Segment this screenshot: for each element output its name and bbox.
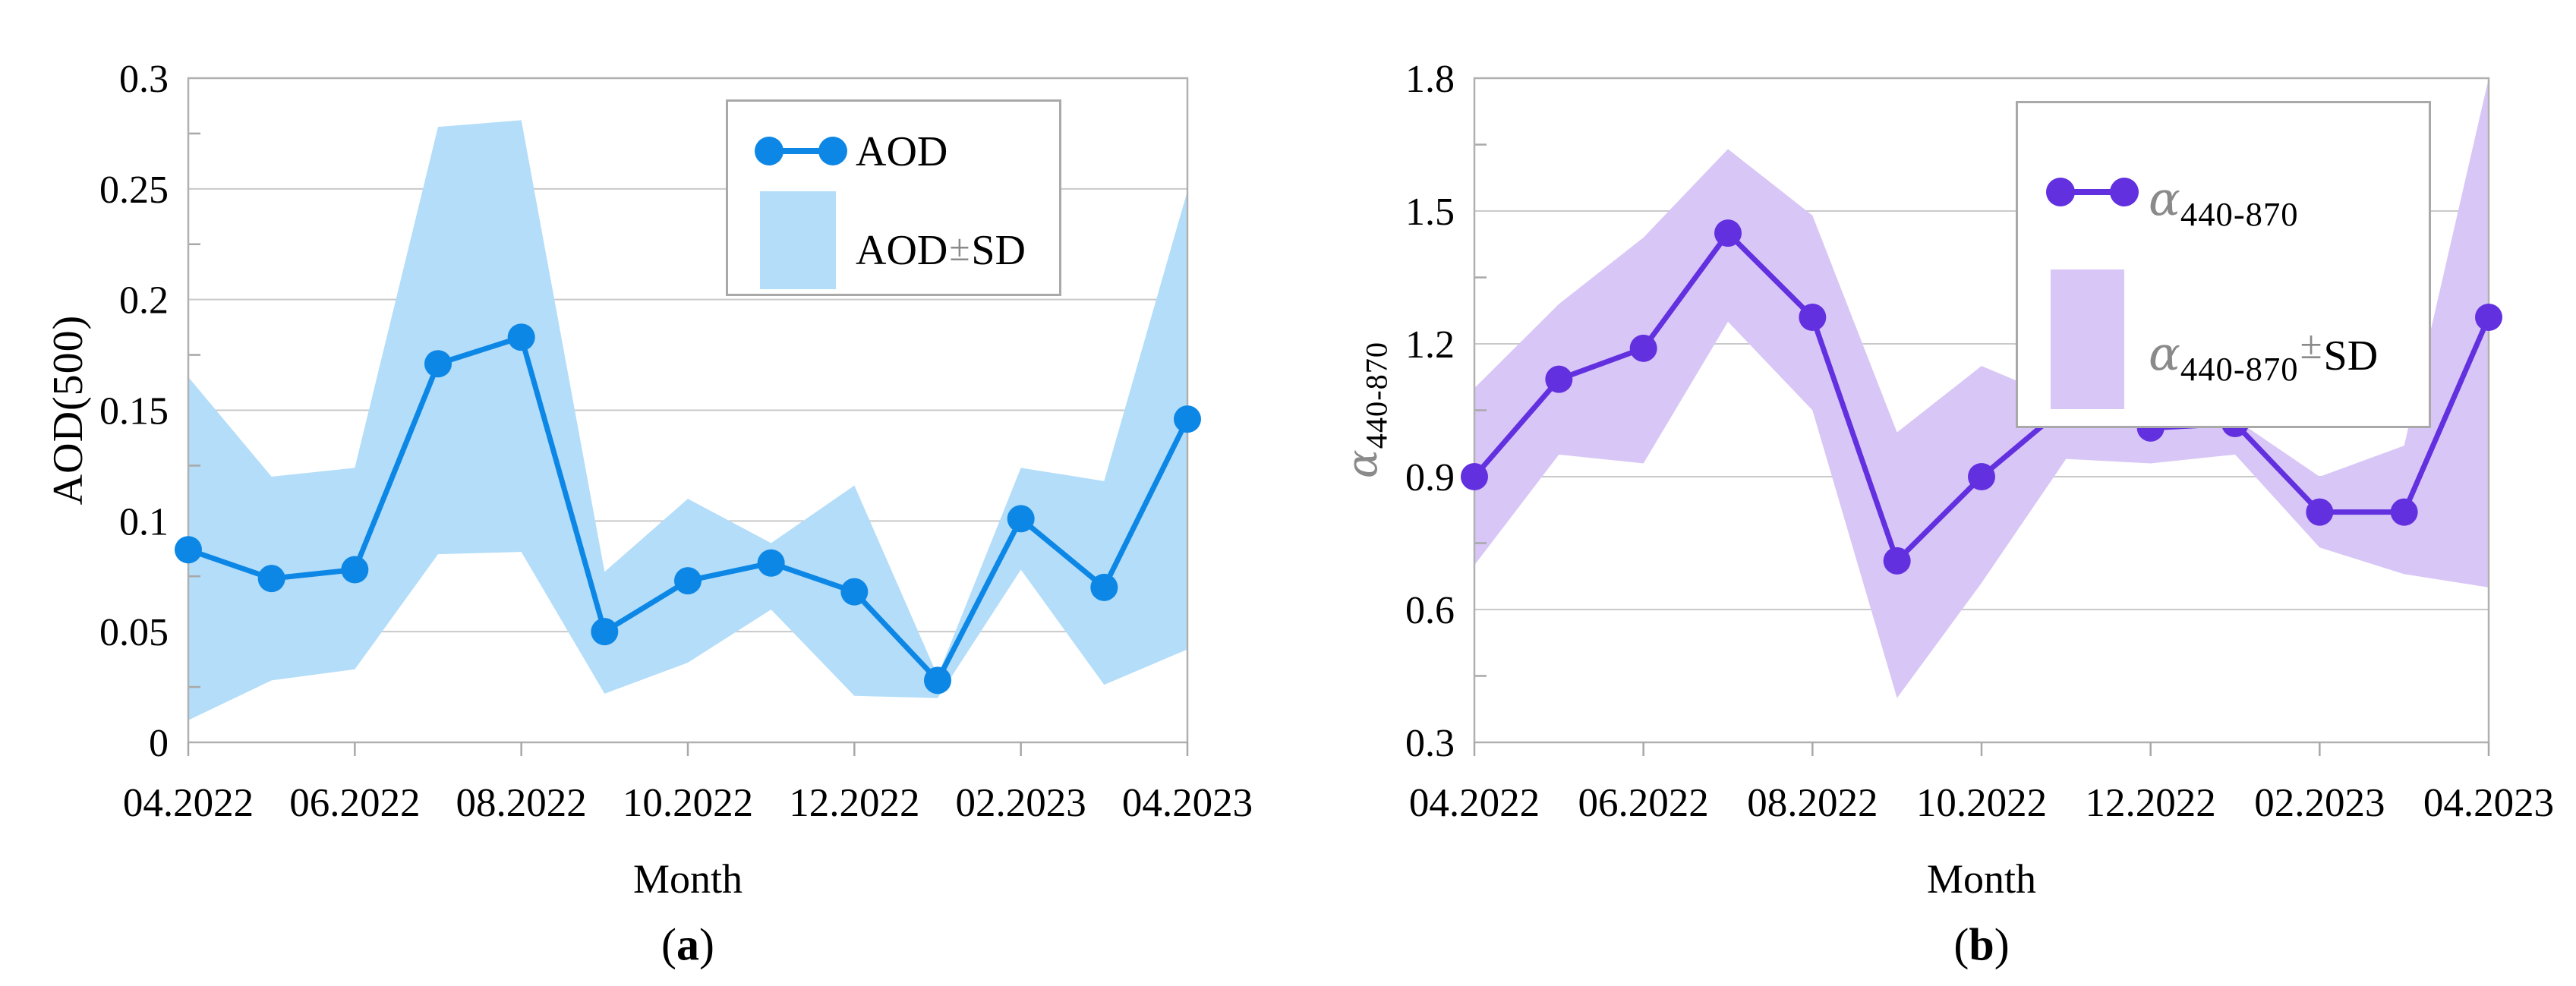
data-point bbox=[2390, 498, 2418, 526]
x-tick-label: 04.2023 bbox=[1122, 781, 1253, 825]
data-point bbox=[1545, 365, 1573, 393]
x-tick-label: 12.2022 bbox=[2086, 781, 2216, 825]
caption-paren: ( bbox=[1953, 919, 1969, 970]
plot-area-b: 04.2022 06.2022 08.2022 10.2022 12.2022 02.20… bbox=[1405, 58, 2554, 825]
legend-entry-aod: AOD bbox=[856, 128, 948, 175]
x-tick-label: 04.2022 bbox=[123, 781, 254, 825]
data-point bbox=[175, 536, 202, 564]
data-point bbox=[341, 556, 369, 584]
data-point bbox=[1090, 573, 1118, 601]
y-axis-label-a: AOD(500) bbox=[45, 314, 92, 506]
data-point bbox=[840, 578, 869, 606]
data-point bbox=[757, 549, 785, 577]
data-point bbox=[674, 567, 702, 595]
x-tick-label: 10.2022 bbox=[1916, 781, 2047, 825]
y-minor-ticks bbox=[1474, 143, 1487, 677]
data-point bbox=[1799, 304, 1827, 331]
y-tick-label: 0 bbox=[149, 722, 169, 765]
legend-band-label: AOD bbox=[856, 227, 948, 274]
y-tick-label: 0.6 bbox=[1405, 589, 1455, 632]
data-point bbox=[924, 666, 951, 695]
plus-minus-sign: ± bbox=[949, 227, 970, 269]
legend-entry-aod-sd: AOD±SD bbox=[856, 226, 1026, 275]
y-minor-ticks bbox=[188, 132, 200, 688]
legend-entry-alpha: α440-870 bbox=[2149, 171, 2299, 233]
x-tick-label: 08.2022 bbox=[456, 781, 587, 825]
data-point bbox=[591, 618, 619, 646]
data-point bbox=[1174, 405, 1201, 433]
alpha-subscript: 440-870 bbox=[2180, 195, 2299, 234]
sd-band bbox=[188, 120, 1187, 720]
x-tick-label: 12.2022 bbox=[789, 781, 919, 825]
legend-entry-alpha-sd: α440-870±SD bbox=[2149, 323, 2379, 388]
line-marker-symbol bbox=[755, 137, 847, 165]
caption-paren: ) bbox=[699, 919, 714, 970]
y-tick-label: 1.5 bbox=[1405, 191, 1455, 234]
x-tick-label: 06.2022 bbox=[289, 781, 420, 825]
y-tick-label: 0.9 bbox=[1405, 456, 1455, 499]
data-point bbox=[1714, 219, 1742, 247]
data-point bbox=[507, 323, 535, 351]
legend-sd-label: SD bbox=[2323, 332, 2379, 380]
data-point bbox=[1007, 505, 1035, 533]
data-point bbox=[2475, 304, 2502, 331]
legend-a: AOD AOD±SD bbox=[726, 99, 1061, 296]
caption-paren: ) bbox=[1994, 919, 2010, 970]
legend-b: α440-870 α440-870±SD bbox=[2016, 101, 2431, 428]
alpha-symbol: α bbox=[1338, 449, 1388, 479]
y-tick-label: 0.15 bbox=[99, 390, 169, 433]
x-axis-label-a: Month bbox=[632, 856, 743, 902]
y-tick-label: 0.1 bbox=[119, 500, 169, 543]
data-point bbox=[1461, 463, 1488, 490]
y-tick-label: 0.3 bbox=[119, 58, 169, 101]
y-axis-tick-labels: 0.3 0.6 0.9 1.2 1.5 1.8 bbox=[1405, 58, 1455, 765]
y-tick-label: 0.3 bbox=[1405, 722, 1455, 765]
data-point bbox=[257, 565, 285, 593]
x-axis-ticks: 04.2022 06.2022 08.2022 10.2022 12.2022 02.20… bbox=[1409, 742, 2554, 825]
x-tick-label: 04.2022 bbox=[1409, 781, 1540, 825]
data-markers bbox=[175, 323, 1201, 695]
x-axis-ticks: 04.2022 06.2022 08.2022 10.2022 12.2022 02.20… bbox=[123, 742, 1253, 825]
caption-letter: a bbox=[676, 919, 699, 970]
alpha-symbol: α bbox=[2149, 326, 2180, 381]
legend-sd-label: SD bbox=[971, 227, 1026, 274]
band-swatch bbox=[2051, 269, 2124, 409]
plus-minus-sign: ± bbox=[2300, 323, 2322, 368]
x-axis-label-b: Month bbox=[1926, 856, 2037, 902]
x-tick-label: 02.2023 bbox=[956, 781, 1086, 825]
x-tick-label: 10.2022 bbox=[623, 781, 753, 825]
data-point bbox=[1883, 547, 1911, 575]
panel-caption-a: (a) bbox=[661, 919, 714, 972]
data-point bbox=[1968, 463, 1995, 490]
x-tick-label: 04.2023 bbox=[2423, 781, 2554, 825]
data-point bbox=[424, 350, 452, 378]
y-tick-label: 1.2 bbox=[1405, 323, 1455, 367]
data-point bbox=[2306, 498, 2334, 526]
y-tick-label: 1.8 bbox=[1405, 58, 1455, 101]
x-tick-label: 02.2023 bbox=[2254, 781, 2385, 825]
y-axis-tick-labels: 0 0.05 0.1 0.15 0.2 0.25 0.3 bbox=[99, 58, 169, 765]
x-tick-label: 06.2022 bbox=[1578, 781, 1709, 825]
y-tick-label: 0.25 bbox=[99, 169, 169, 212]
caption-letter: b bbox=[1969, 919, 1994, 970]
band-swatch bbox=[760, 191, 836, 289]
y-tick-label: 0.2 bbox=[119, 279, 169, 323]
panel-caption-b: (b) bbox=[1953, 919, 2009, 972]
y-axis-label-b: α440-870 bbox=[1338, 342, 1394, 479]
alpha-subscript: 440-870 bbox=[2180, 350, 2299, 389]
y-tick-label: 0.05 bbox=[99, 611, 169, 654]
alpha-symbol: α bbox=[2149, 171, 2180, 226]
plot-area-a: 04.2022 06.2022 08.2022 10.2022 12.2022 02.20… bbox=[99, 58, 1253, 825]
x-tick-label: 08.2022 bbox=[1747, 781, 1878, 825]
line-marker-symbol bbox=[2046, 178, 2139, 206]
data-point bbox=[1629, 334, 1657, 362]
alpha-subscript: 440-870 bbox=[1359, 341, 1394, 449]
caption-paren: ( bbox=[661, 919, 676, 970]
